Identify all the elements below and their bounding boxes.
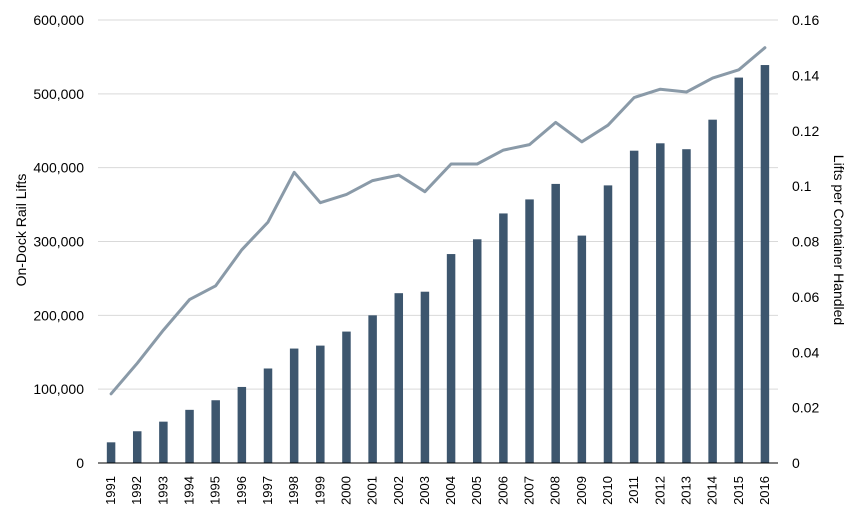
bar-2014 <box>708 119 717 464</box>
bar-1997 <box>263 368 273 463</box>
x-tick-label-2010: 2010 <box>600 476 615 505</box>
bar-1993 <box>159 421 168 463</box>
bar-2001 <box>368 315 377 463</box>
x-tick-label-2015: 2015 <box>731 476 746 505</box>
bar-2003 <box>420 291 430 463</box>
x-tick-label-2009: 2009 <box>574 476 589 505</box>
x-tick-label-2013: 2013 <box>678 476 693 505</box>
bar-1996 <box>237 386 247 463</box>
bar-1994 <box>185 409 194 463</box>
x-tick-label-2007: 2007 <box>522 476 537 505</box>
right-tick-label-6: 0.12 <box>792 123 819 139</box>
ratio-line-series <box>109 46 767 396</box>
x-tick-label-2008: 2008 <box>548 476 563 505</box>
x-tick-label-2000: 2000 <box>338 476 353 505</box>
bar-2009 <box>577 235 587 463</box>
left-tick-label-4: 400,000 <box>33 160 84 176</box>
x-axis-ticks: 1991 1992 1993 1994 1995 1996 1997 1998 1999 2000… <box>103 476 772 505</box>
left-tick-label-1: 100,000 <box>33 381 84 397</box>
bar-2004 <box>446 254 456 463</box>
left-tick-label-3: 300,000 <box>33 234 84 250</box>
x-tick-label-2014: 2014 <box>705 476 720 505</box>
bar-series <box>106 65 770 464</box>
right-tick-label-1: 0.02 <box>792 400 819 416</box>
bar-2010 <box>603 185 613 464</box>
right-tick-label-0: 0 <box>792 455 800 471</box>
x-tick-label-2012: 2012 <box>652 476 667 505</box>
x-tick-label-2003: 2003 <box>417 476 432 505</box>
x-tick-label-2001: 2001 <box>365 476 380 505</box>
right-tick-label-3: 0.06 <box>792 289 819 305</box>
right-tick-label-8: 0.16 <box>792 12 819 28</box>
right-tick-label-5: 0.1 <box>792 178 812 194</box>
x-tick-label-2016: 2016 <box>757 476 772 505</box>
left-tick-label-2: 200,000 <box>33 307 84 323</box>
bar-2007 <box>525 199 534 464</box>
bar-2012 <box>656 143 665 463</box>
left-axis-ticks: 0 100,000 200,000 300,000 400,000 500,000 600,… <box>33 12 84 471</box>
left-tick-label-6: 600,000 <box>33 12 84 28</box>
gridlines <box>98 19 778 390</box>
x-tick-label-1995: 1995 <box>208 476 223 505</box>
x-tick-label-1991: 1991 <box>103 476 118 505</box>
bar-1995 <box>211 400 220 463</box>
x-tick-label-1994: 1994 <box>182 476 197 505</box>
left-tick-label-0: 0 <box>76 455 84 471</box>
bar-1991 <box>106 442 116 463</box>
bar-2000 <box>342 331 351 463</box>
x-tick-label-1992: 1992 <box>129 476 144 505</box>
x-tick-label-1998: 1998 <box>286 476 301 505</box>
x-tick-label-1999: 1999 <box>312 476 327 505</box>
right-axis-ticks: 0 0.02 0.04 0.06 0.08 0.1 0.12 0.14 0.16 <box>792 12 819 471</box>
bar-2015 <box>734 77 744 463</box>
x-tick-label-2002: 2002 <box>391 476 406 505</box>
right-tick-label-7: 0.14 <box>792 67 819 83</box>
right-axis-title: Lifts per Container Handled <box>831 155 847 325</box>
bar-1998 <box>289 348 299 463</box>
x-tick-label-2011: 2011 <box>626 476 641 504</box>
bar-2008 <box>551 183 560 463</box>
bar-2002 <box>394 293 404 463</box>
x-tick-label-2006: 2006 <box>495 476 510 505</box>
right-tick-label-4: 0.08 <box>792 234 819 250</box>
right-tick-label-2: 0.04 <box>792 344 819 360</box>
x-tick-label-2004: 2004 <box>443 476 458 505</box>
bar-2013 <box>682 149 691 464</box>
bar-1992 <box>132 431 142 463</box>
left-axis-title: On-Dock Rail Lifts <box>13 174 29 287</box>
bar-2005 <box>472 239 482 463</box>
bar-2011 <box>629 150 639 463</box>
bar-2006 <box>499 213 508 463</box>
left-tick-label-5: 500,000 <box>33 86 84 102</box>
x-tick-label-2005: 2005 <box>469 476 484 505</box>
bar-1999 <box>316 345 325 463</box>
x-tick-label-1993: 1993 <box>155 476 170 505</box>
bar-2016 <box>760 65 770 463</box>
x-tick-label-1997: 1997 <box>260 476 275 505</box>
x-tick-label-1996: 1996 <box>234 476 249 505</box>
